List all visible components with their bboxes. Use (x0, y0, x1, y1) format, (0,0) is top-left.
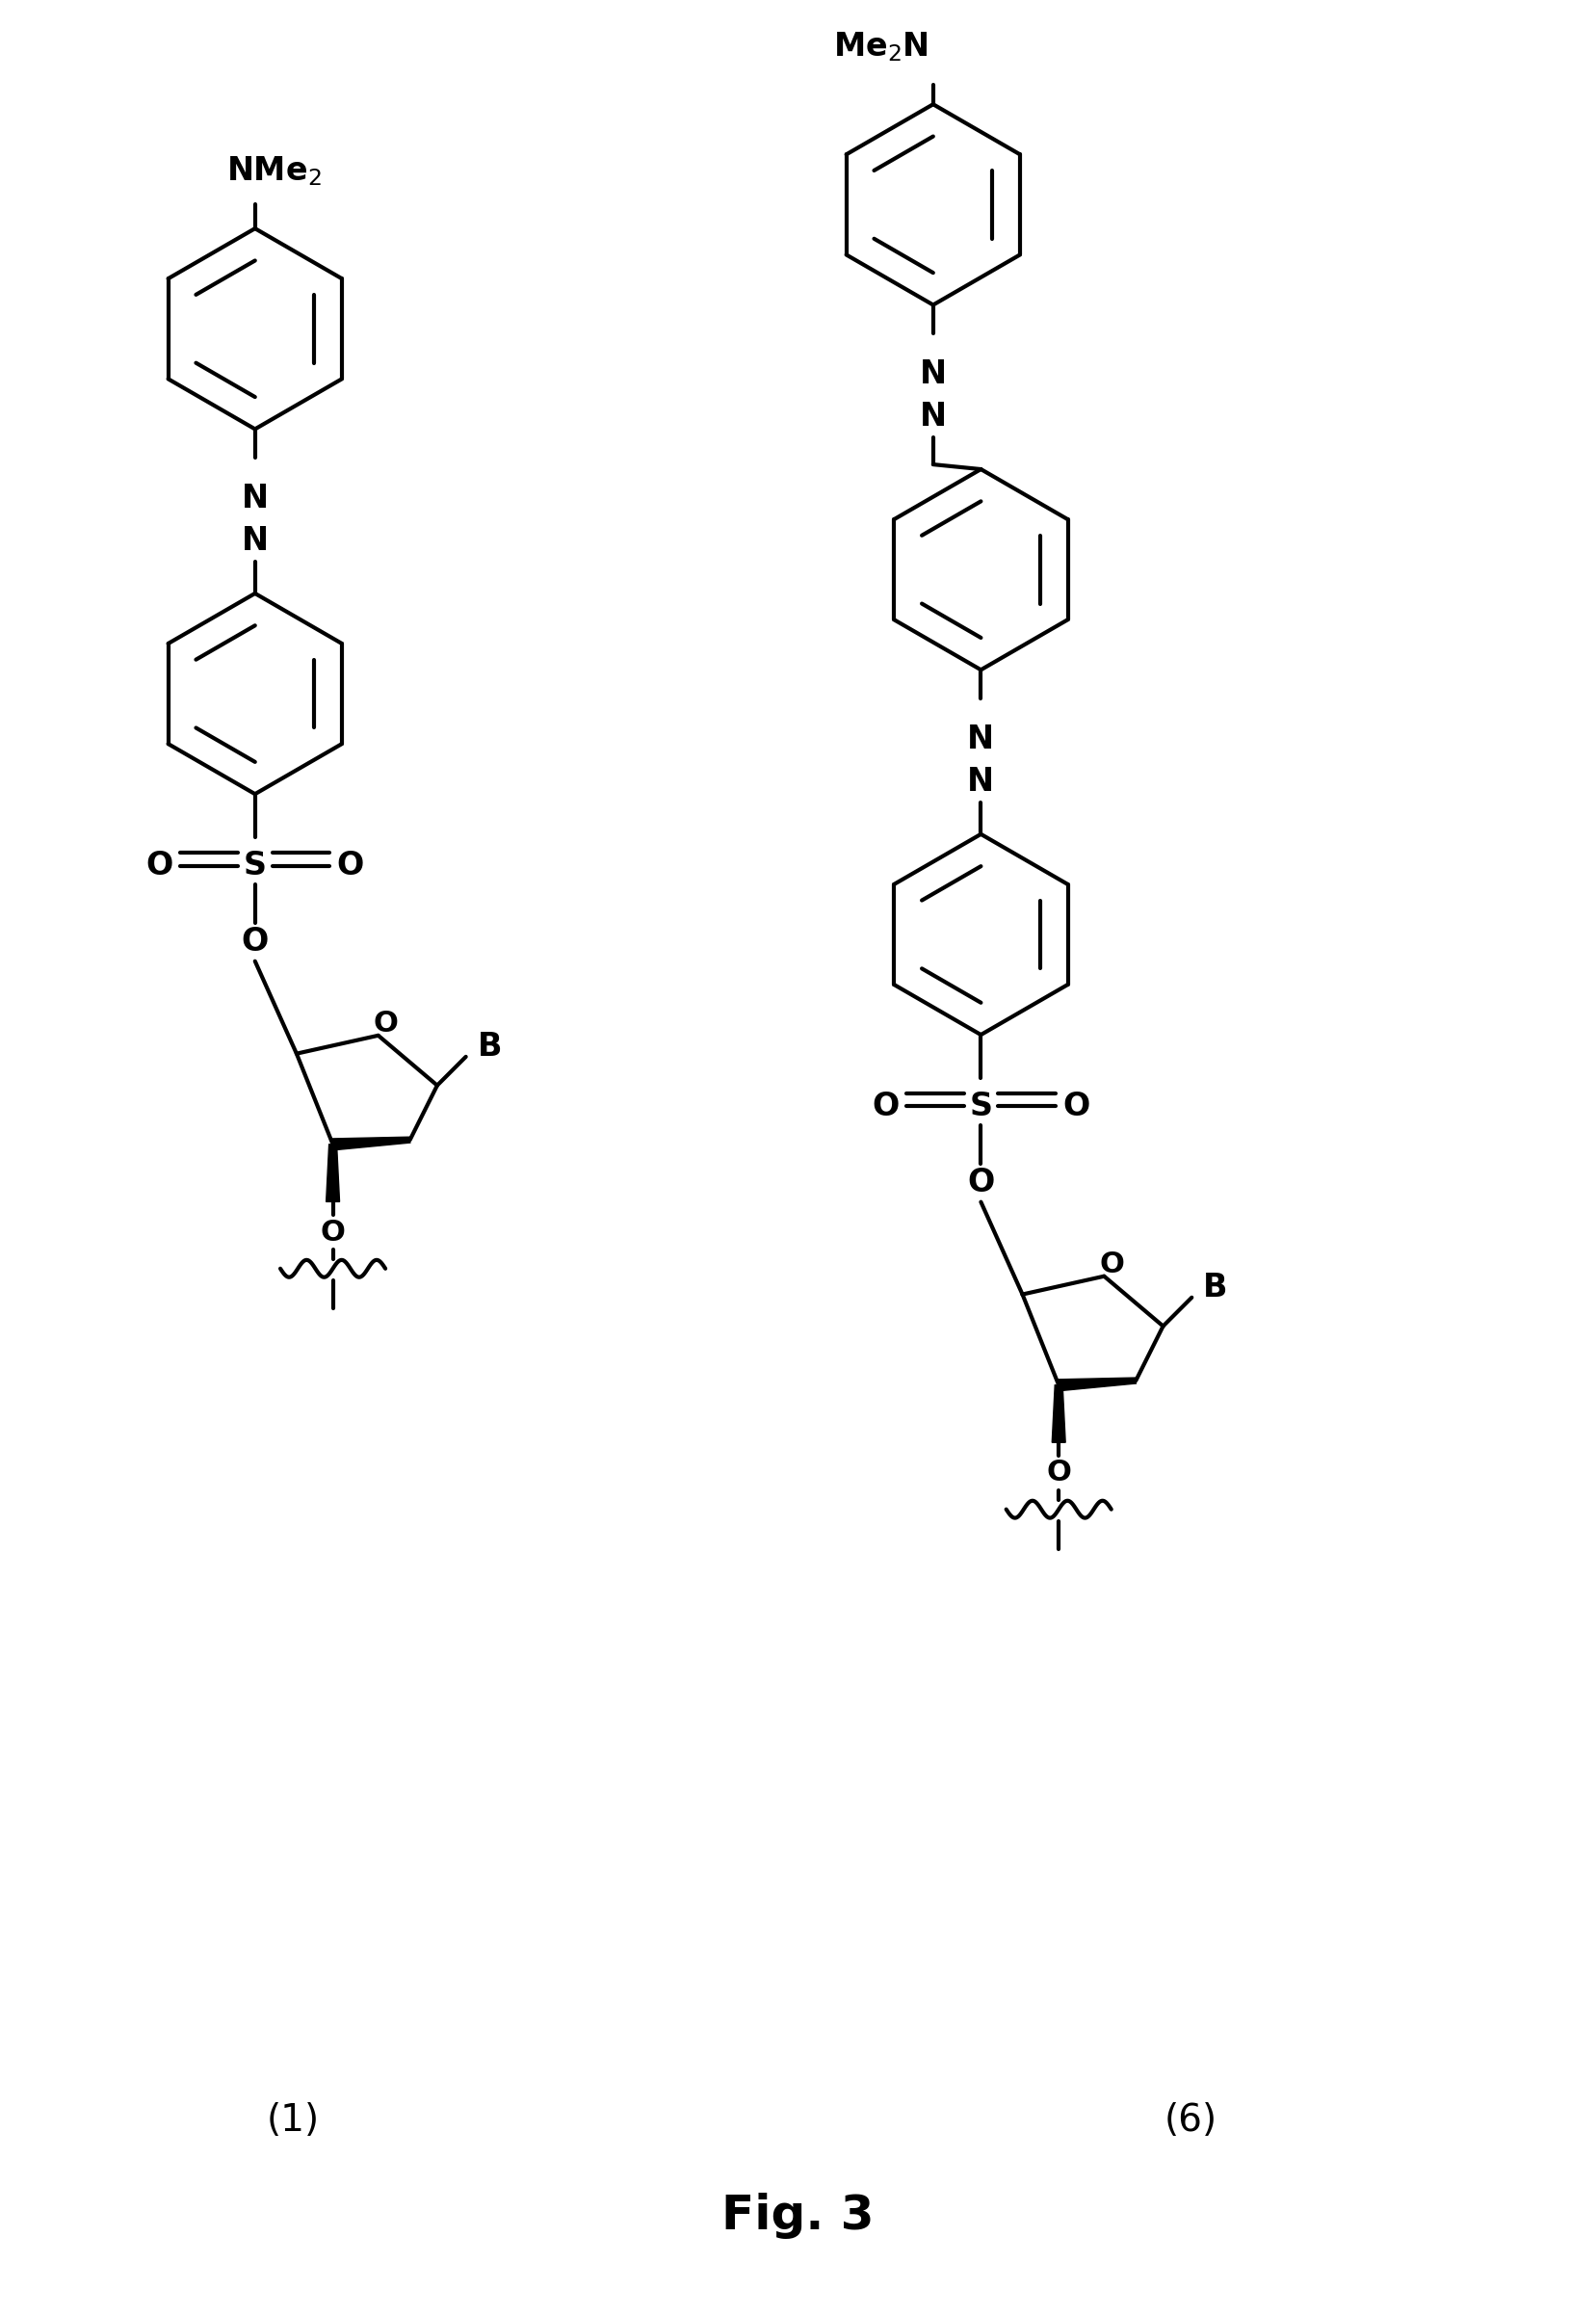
Text: B: B (477, 1031, 503, 1063)
Text: B: B (1203, 1271, 1227, 1304)
Text: NMe$_2$: NMe$_2$ (227, 155, 322, 188)
Polygon shape (332, 1137, 410, 1151)
Text: O: O (967, 1167, 994, 1200)
Text: O: O (1047, 1459, 1071, 1487)
Text: (6): (6) (1165, 2101, 1218, 2138)
Text: S: S (969, 1091, 993, 1123)
Text: O: O (241, 926, 268, 959)
Polygon shape (1052, 1385, 1066, 1443)
Text: Me$_2$N: Me$_2$N (833, 30, 929, 63)
Polygon shape (326, 1144, 340, 1202)
Polygon shape (1058, 1378, 1136, 1392)
Text: O: O (373, 1010, 399, 1038)
Text: N: N (241, 526, 268, 556)
Text: (1): (1) (267, 2101, 319, 2138)
Text: Fig. 3: Fig. 3 (721, 2193, 875, 2240)
Text: O: O (337, 850, 364, 882)
Text: O: O (1063, 1091, 1090, 1123)
Text: N: N (919, 401, 946, 433)
Text: N: N (919, 359, 946, 391)
Text: O: O (321, 1218, 345, 1246)
Text: O: O (871, 1091, 899, 1123)
Text: N: N (967, 767, 994, 797)
Text: O: O (145, 850, 172, 882)
Text: N: N (241, 484, 268, 514)
Text: N: N (967, 723, 994, 755)
Text: O: O (1100, 1251, 1124, 1278)
Text: S: S (244, 850, 267, 882)
